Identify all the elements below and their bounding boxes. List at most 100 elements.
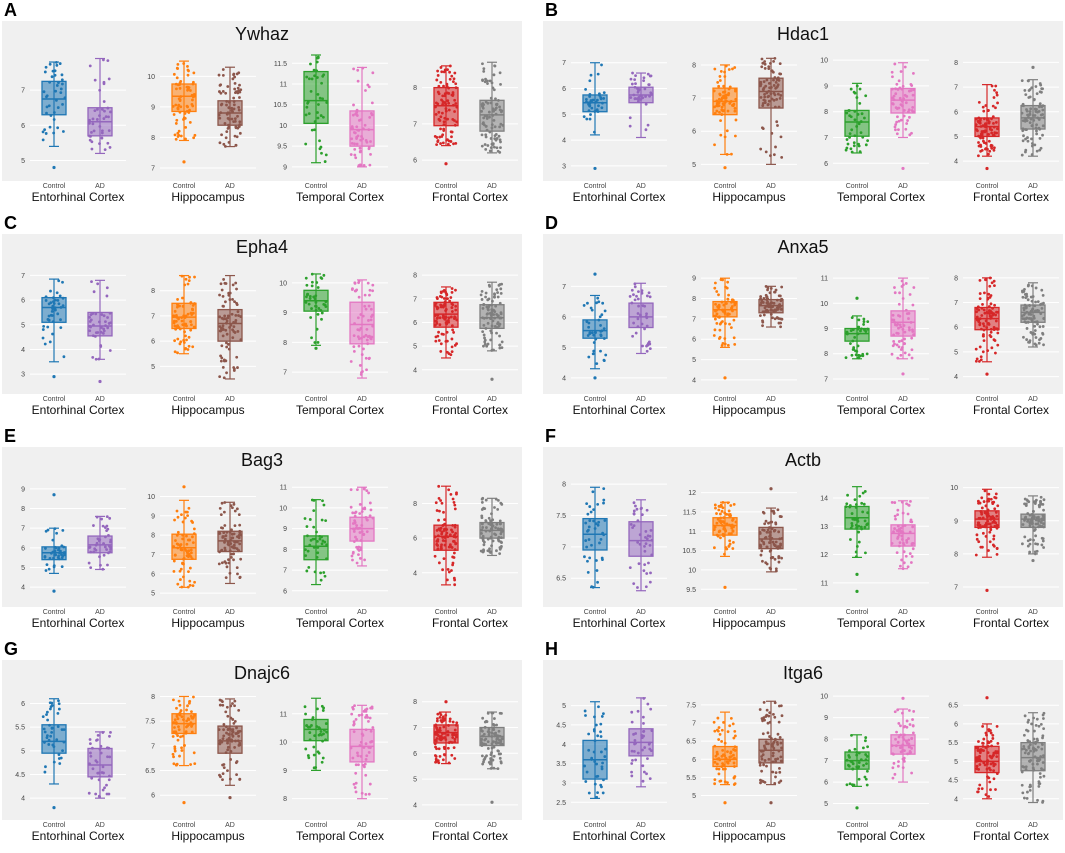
data-point — [232, 721, 236, 725]
data-point — [445, 293, 449, 297]
data-point — [892, 752, 895, 756]
data-point — [982, 308, 986, 312]
data-point — [173, 350, 177, 354]
data-point — [88, 121, 91, 125]
data-point — [174, 539, 177, 542]
data-point — [862, 502, 866, 506]
data-point — [367, 491, 371, 495]
data-point — [55, 98, 58, 102]
data-point — [500, 737, 504, 741]
data-point — [1039, 495, 1043, 499]
x-tick-label-ad: AD — [636, 183, 646, 190]
data-point — [1031, 331, 1035, 335]
data-point — [642, 722, 645, 725]
data-point — [648, 295, 652, 299]
data-point — [451, 530, 454, 534]
data-point — [220, 133, 223, 137]
data-point — [893, 286, 896, 289]
data-point — [589, 73, 593, 77]
data-point — [722, 763, 725, 767]
data-point — [718, 322, 722, 326]
x-tick-label-ad: AD — [487, 183, 497, 190]
box-control: Control — [303, 54, 329, 190]
data-point — [187, 344, 191, 348]
data-point — [47, 567, 51, 571]
data-point — [1041, 293, 1045, 297]
y-tick-label: 6 — [824, 780, 828, 787]
data-point — [978, 297, 982, 301]
y-tick-label: 11 — [689, 529, 696, 536]
data-point — [58, 551, 61, 555]
data-point — [992, 279, 996, 283]
y-tick-label: 6 — [692, 757, 696, 764]
y-tick-label: 8 — [151, 135, 155, 142]
data-point — [358, 503, 362, 506]
data-point — [182, 62, 186, 65]
data-point — [905, 122, 909, 125]
outlier-point — [52, 493, 56, 497]
data-point — [355, 561, 359, 565]
y-tick-label: 5 — [562, 703, 566, 710]
data-point — [492, 73, 496, 77]
data-point — [628, 124, 632, 128]
data-point — [236, 739, 240, 743]
data-point — [778, 96, 782, 100]
data-point — [586, 528, 590, 532]
data-point — [106, 563, 109, 567]
outlier-point — [855, 296, 859, 300]
data-point — [316, 286, 320, 289]
data-point — [715, 321, 719, 325]
y-tick-label: 7 — [21, 88, 25, 95]
data-point — [727, 532, 731, 536]
data-point — [715, 533, 719, 537]
data-point — [88, 742, 92, 746]
data-point — [779, 94, 783, 97]
data-point — [592, 728, 596, 731]
data-point — [895, 529, 899, 532]
data-point — [451, 720, 455, 724]
data-point — [175, 713, 179, 717]
data-point — [305, 569, 309, 573]
data-point — [104, 535, 107, 539]
data-point — [725, 522, 729, 526]
data-point — [176, 582, 180, 586]
data-point — [902, 342, 906, 345]
data-point — [443, 116, 447, 120]
data-point — [991, 306, 994, 310]
data-point — [484, 124, 488, 128]
y-tick-label: 7 — [413, 296, 417, 303]
data-point — [54, 298, 57, 302]
data-point — [360, 791, 364, 795]
data-point — [192, 532, 196, 536]
data-point — [309, 538, 313, 542]
data-point — [760, 57, 764, 61]
data-point — [189, 311, 193, 315]
y-tick-label: 8 — [151, 694, 155, 701]
data-point — [52, 745, 56, 749]
data-point — [593, 110, 597, 113]
data-point — [352, 349, 356, 353]
data-point — [352, 103, 355, 107]
box-control: Control — [433, 64, 459, 190]
data-point — [633, 285, 637, 289]
data-point — [238, 523, 242, 527]
data-point — [319, 730, 323, 733]
data-point — [318, 732, 322, 736]
data-point — [897, 533, 901, 537]
data-point — [60, 556, 64, 560]
data-point — [51, 304, 55, 308]
data-point — [995, 523, 999, 527]
data-point — [892, 530, 895, 534]
data-point — [484, 291, 488, 295]
data-point — [97, 794, 101, 798]
box-control: Control — [303, 697, 329, 829]
data-point — [978, 345, 982, 349]
data-point — [369, 746, 372, 750]
data-point — [220, 288, 224, 292]
data-point — [768, 535, 772, 538]
data-point — [54, 546, 58, 550]
data-point — [443, 543, 447, 547]
data-point — [910, 555, 914, 558]
data-point — [305, 295, 308, 299]
data-point — [435, 728, 439, 731]
